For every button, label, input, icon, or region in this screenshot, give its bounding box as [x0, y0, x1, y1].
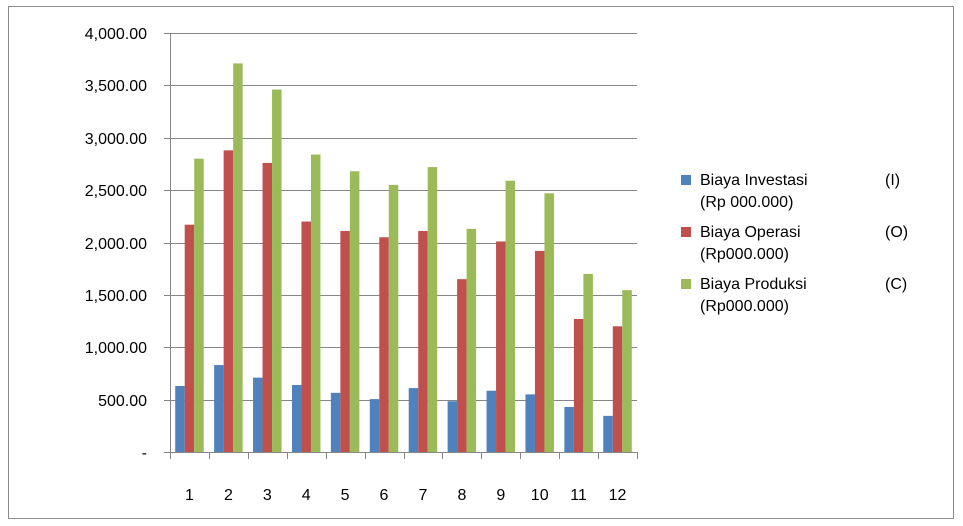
bar [573, 318, 584, 452]
y-tick-label: 1,000.00 [85, 340, 147, 357]
y-tick-label: 3,000.00 [85, 131, 147, 148]
bar [272, 89, 282, 452]
legend-item-operasi: Biaya Operasi (O) (Rp000.000) [681, 222, 951, 274]
legend-series-name: Biaya Operasi [700, 224, 801, 241]
legend-text: Biaya Operasi (O) (Rp000.000) [700, 222, 940, 266]
x-tick-labels: 1 2 3 4 5 6 7 8 9 10 11 12 [185, 487, 626, 504]
x-tick-label: 9 [496, 487, 505, 504]
axes [164, 33, 638, 459]
legend-item-produksi: Biaya Produksi (C) (Rp000.000) [681, 274, 951, 326]
x-tick-label: 2 [224, 487, 233, 504]
y-tick-label: 3,500.00 [85, 78, 147, 95]
bar [496, 241, 506, 452]
bar [253, 377, 263, 452]
bar [447, 401, 458, 452]
bar [340, 230, 350, 452]
bar [486, 390, 497, 452]
y-tick-labels: - 500.00 1,000.00 1,500.00 2,000.00 2,500.00 3… [85, 26, 147, 462]
bar [184, 224, 195, 452]
bar [408, 388, 419, 452]
bar [564, 406, 574, 452]
bar [369, 399, 380, 452]
bar [379, 237, 389, 452]
legend-series-unit: (Rp000.000) [700, 298, 789, 315]
bar [194, 158, 204, 452]
legend-text: Biaya Produksi (C) (Rp000.000) [700, 274, 940, 318]
bar [223, 150, 234, 452]
bar [427, 167, 438, 452]
legend-swatch [681, 175, 691, 185]
bar [534, 250, 545, 452]
x-tick-label: 10 [531, 487, 549, 504]
legend-text: Biaya Investasi (I) (Rp 000.000) [700, 170, 940, 214]
legend-series-code: (O) [885, 224, 909, 241]
bars [175, 63, 632, 452]
bar [330, 392, 341, 452]
x-tick-label: 8 [457, 487, 466, 504]
y-tick-label: 2,500.00 [85, 183, 147, 200]
legend-series-unit: (Rp 000.000) [700, 194, 794, 211]
y-tick-label: - [142, 445, 147, 462]
bar [583, 273, 593, 452]
bar [544, 193, 554, 452]
x-tick-label: 5 [341, 487, 350, 504]
bar [457, 279, 467, 452]
legend-swatch [681, 227, 691, 237]
bar [301, 221, 311, 452]
legend-item-investasi: Biaya Investasi (I) (Rp 000.000) [681, 170, 951, 222]
bar [349, 171, 360, 452]
y-tick-label: 2,000.00 [85, 236, 147, 253]
bar [418, 230, 428, 452]
x-tick-label: 11 [570, 487, 587, 504]
legend-series-unit: (Rp000.000) [700, 246, 789, 263]
bar [291, 384, 302, 452]
chart-frame [8, 6, 954, 519]
bar [612, 326, 623, 452]
bar [310, 154, 321, 452]
bar [622, 290, 632, 452]
bar [466, 228, 477, 452]
bar [233, 63, 243, 452]
bar [175, 386, 185, 452]
bar [505, 180, 516, 452]
y-tick-label: 1,500.00 [85, 288, 147, 305]
y-tick-label: 4,000.00 [85, 26, 147, 43]
bar [214, 365, 224, 452]
x-tick-label: 1 [185, 487, 194, 504]
bar [603, 415, 613, 452]
bar [388, 184, 399, 452]
legend-swatch [681, 279, 691, 289]
legend-series-name: Biaya Produksi [700, 276, 807, 293]
x-tick-label: 6 [380, 487, 389, 504]
x-tick-label: 3 [263, 487, 272, 504]
legend-series-code: (C) [885, 276, 908, 293]
legend: Biaya Investasi (I) (Rp 000.000) Biaya Op… [681, 170, 951, 326]
y-tick-label: 500.00 [98, 393, 147, 410]
bar [525, 394, 535, 452]
x-tick-label: 7 [419, 487, 428, 504]
legend-series-name: Biaya Investasi [700, 172, 808, 189]
gridlines [170, 33, 637, 401]
legend-series-code: (I) [885, 172, 901, 189]
x-tick-label: 12 [609, 487, 627, 504]
x-tick-label: 4 [302, 487, 311, 504]
bar [262, 162, 273, 452]
